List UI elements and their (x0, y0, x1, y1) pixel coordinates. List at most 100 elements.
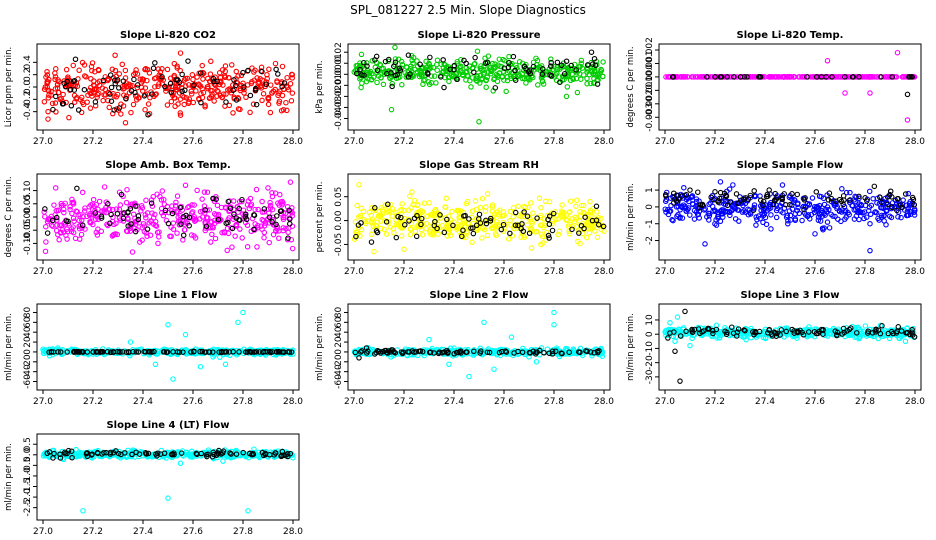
series-2 (44, 447, 294, 461)
data-point (476, 211, 483, 218)
data-point (241, 84, 247, 90)
data-point (590, 205, 596, 212)
outlier-point (812, 231, 818, 237)
data-point (260, 218, 267, 224)
data-point (821, 74, 827, 80)
data-point (94, 232, 101, 238)
data-point (760, 219, 766, 226)
data-point (221, 349, 227, 355)
data-point (168, 233, 174, 240)
data-point (424, 70, 431, 76)
data-point (683, 331, 689, 337)
data-point (283, 99, 289, 106)
data-point (530, 210, 536, 216)
data-point (44, 72, 51, 78)
data-point (213, 196, 219, 202)
data-point (393, 75, 400, 82)
data-point (168, 89, 174, 95)
data-point (662, 206, 668, 212)
data-point (728, 208, 734, 214)
data-point (727, 74, 734, 80)
data-point (877, 194, 883, 201)
data-point (594, 81, 601, 87)
data-point (450, 222, 456, 229)
outlier-point (674, 314, 681, 320)
series-1 (41, 50, 296, 126)
data-point (81, 208, 88, 214)
data-point (224, 247, 230, 254)
x-tick-label: 27.2 (394, 267, 414, 277)
data-point (553, 216, 559, 223)
data-point (579, 65, 586, 71)
data-point (263, 81, 270, 87)
data-point (279, 202, 285, 208)
outlier-point (222, 361, 229, 368)
y-tick-label: -10 (645, 341, 655, 356)
data-point (591, 68, 598, 75)
data-point (266, 239, 272, 246)
data-point (230, 216, 237, 222)
data-point (54, 82, 61, 88)
outlier-point (551, 322, 557, 328)
y-tick-label: -0.2 (23, 91, 33, 109)
data-point (230, 87, 236, 93)
x-tick-label: 27.2 (705, 137, 725, 147)
data-point (794, 328, 801, 335)
series-2 (50, 56, 288, 118)
x-tick-label: 27.6 (183, 397, 203, 407)
data-point (432, 207, 438, 214)
data-point (424, 213, 430, 220)
data-point (768, 212, 774, 218)
data-point (524, 213, 531, 219)
data-point (254, 75, 260, 81)
outlier-point (356, 182, 362, 188)
data-point (757, 74, 763, 80)
data-point (289, 75, 296, 81)
data-point (148, 200, 155, 206)
data-point (261, 206, 268, 212)
data-point (599, 222, 606, 229)
data-point (165, 220, 172, 227)
data-point (210, 349, 216, 355)
data-point (377, 350, 384, 356)
data-point (244, 244, 251, 250)
data-point (567, 198, 574, 204)
panel-4: Slope Amb. Box Temp.27.0 27.2 27.4 27.6 27.8… (4, 160, 303, 277)
plot-frame (36, 303, 300, 391)
data-point (159, 80, 165, 87)
y-tick-label: -20 (23, 354, 33, 369)
data-point (269, 193, 276, 200)
data-point (884, 201, 891, 208)
data-point (510, 53, 517, 60)
data-point (254, 244, 260, 250)
data-point (762, 214, 769, 221)
data-point (356, 214, 362, 220)
data-point (359, 72, 365, 78)
data-point (117, 202, 124, 208)
data-point (838, 198, 845, 205)
data-point (392, 44, 398, 51)
outlier-point (363, 345, 370, 351)
data-point (461, 57, 467, 64)
data-point (149, 91, 155, 97)
data-point (526, 68, 533, 74)
data-point (64, 228, 71, 235)
x-tick-label: 27.8 (233, 137, 253, 147)
data-point (911, 334, 918, 340)
data-point (909, 194, 916, 201)
data-point (238, 72, 245, 79)
data-point (217, 354, 223, 361)
data-point (554, 66, 561, 73)
data-point (670, 217, 676, 224)
data-point (715, 199, 721, 205)
x-tick-label: 28.0 (594, 137, 614, 147)
data-point (820, 326, 826, 333)
data-point (251, 212, 258, 218)
data-point (355, 224, 362, 231)
plot-frame (658, 43, 922, 131)
data-point (521, 203, 527, 210)
data-point (279, 63, 286, 70)
outlier-point (867, 220, 873, 227)
data-point (479, 235, 485, 241)
x-tick-label: 27.6 (805, 267, 825, 277)
